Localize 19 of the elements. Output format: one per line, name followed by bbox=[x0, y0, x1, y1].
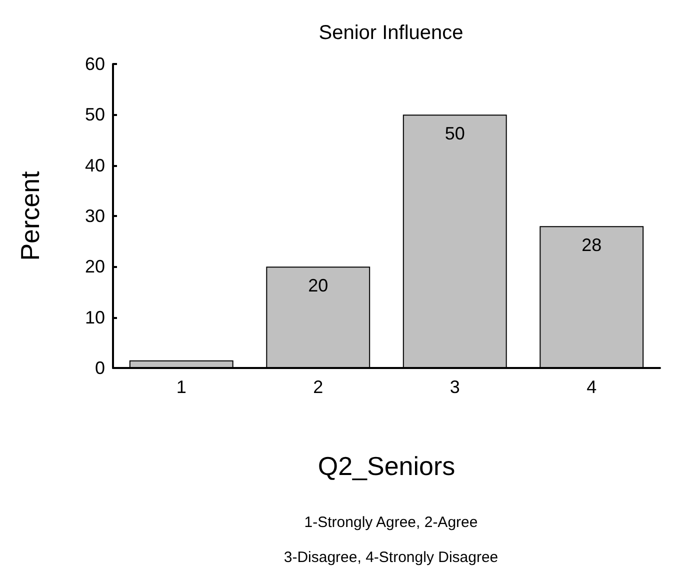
chart-title: Senior Influence bbox=[318, 22, 464, 44]
text: 1-Strongly Agree, 2-Agree bbox=[304, 514, 478, 531]
x-tick-label: 4 bbox=[586, 377, 597, 397]
text: 3-Disagree, 4-Strongly Disagree bbox=[284, 549, 498, 566]
y-tick-label: 20 bbox=[84, 256, 105, 277]
y-tick-label: 0 bbox=[94, 358, 105, 378]
x-tick-label: 3 bbox=[450, 377, 460, 397]
x-tick-label: 1 bbox=[176, 377, 186, 397]
y-tick-label: 60 bbox=[84, 54, 105, 74]
y-tick-label: 50 bbox=[84, 104, 105, 125]
x-tick-label: 2 bbox=[313, 377, 324, 397]
data-label: 20 bbox=[308, 276, 328, 296]
x-axis-title: Q2_Seniors bbox=[318, 451, 456, 481]
y-tick-label: 30 bbox=[84, 206, 105, 226]
data-label: 28 bbox=[582, 235, 602, 256]
y-axis-title: Percent bbox=[15, 170, 45, 261]
data-label: 50 bbox=[444, 124, 465, 144]
y-tick-label: 10 bbox=[84, 307, 105, 328]
y-tick-label: 40 bbox=[84, 155, 105, 176]
